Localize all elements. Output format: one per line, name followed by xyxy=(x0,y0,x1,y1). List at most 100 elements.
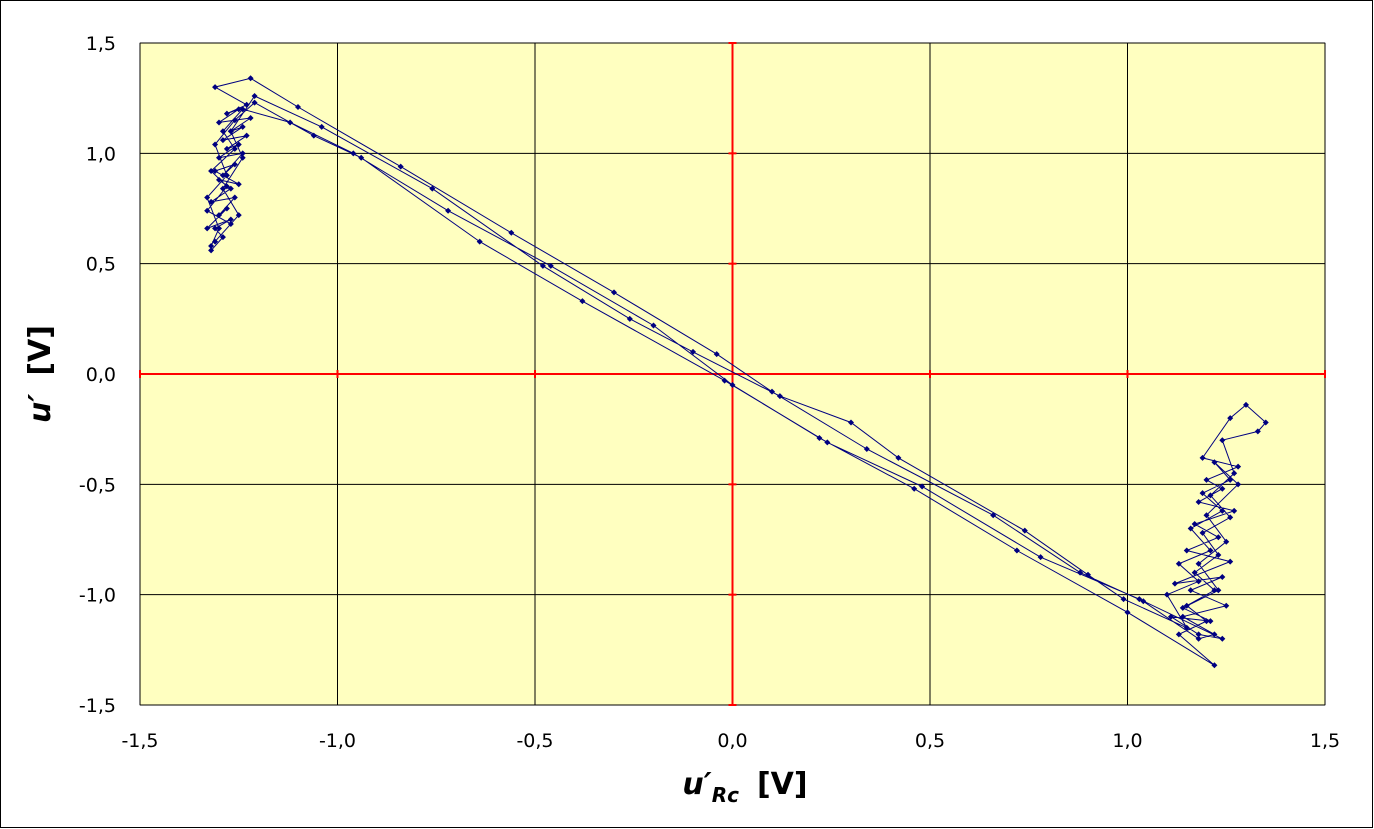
data-point xyxy=(212,167,219,174)
data-point xyxy=(429,185,436,192)
data-point xyxy=(219,172,226,179)
data-point xyxy=(1227,415,1234,422)
data-point xyxy=(1211,459,1218,466)
data-point xyxy=(445,207,452,214)
data-point xyxy=(1195,631,1202,638)
data-point xyxy=(1207,618,1214,625)
data-point xyxy=(216,154,222,161)
data-point xyxy=(776,393,783,400)
data-point xyxy=(1175,631,1182,638)
data-point xyxy=(1207,547,1214,554)
y-label-main: u′ xyxy=(23,394,58,423)
data-point xyxy=(310,132,317,139)
data-point xyxy=(212,238,219,245)
data-point xyxy=(1167,613,1174,620)
data-point xyxy=(1195,635,1202,642)
y-tick-label: 1,0 xyxy=(86,143,116,165)
y-tick-label: 0,0 xyxy=(86,364,116,386)
data-point xyxy=(650,322,657,329)
data-point xyxy=(1013,547,1020,554)
data-point xyxy=(223,172,230,179)
y-tick-label: 1,5 xyxy=(86,33,116,55)
data-point xyxy=(1235,481,1242,488)
data-point xyxy=(1195,498,1202,505)
data-point xyxy=(247,75,254,82)
y-tick-label: 0,5 xyxy=(86,254,116,276)
data-point xyxy=(216,225,222,232)
y-tick-label: -1,0 xyxy=(79,585,116,607)
data-point xyxy=(251,99,258,106)
data-point xyxy=(212,84,219,91)
x-tick-label: -1,0 xyxy=(319,730,356,752)
data-point xyxy=(235,212,242,219)
data-point xyxy=(1191,569,1198,576)
data-point xyxy=(223,145,230,152)
data-point xyxy=(1175,560,1182,567)
data-point xyxy=(1227,558,1234,565)
data-point xyxy=(895,454,902,461)
data-point xyxy=(318,123,325,130)
data-point xyxy=(227,216,234,223)
x-tick-label: -1,5 xyxy=(121,730,158,752)
data-point xyxy=(1140,598,1147,605)
data-point xyxy=(1243,401,1249,408)
data-point xyxy=(227,185,234,192)
data-point xyxy=(1203,618,1210,625)
data-point xyxy=(397,163,404,170)
data-point xyxy=(219,185,226,192)
data-point xyxy=(713,351,720,358)
data-point xyxy=(243,132,250,139)
x-label-sub: Rc xyxy=(712,783,739,807)
data-point xyxy=(247,115,254,122)
data-point xyxy=(231,117,238,124)
data-point xyxy=(863,446,870,453)
data-point xyxy=(721,377,728,384)
data-point xyxy=(1199,529,1206,536)
data-point xyxy=(816,434,823,441)
y-tick-label: -0,5 xyxy=(79,474,116,496)
data-point xyxy=(1183,624,1190,631)
data-point xyxy=(476,238,483,245)
data-point xyxy=(223,183,230,190)
data-point xyxy=(231,145,238,152)
data-point xyxy=(251,92,258,99)
data-point xyxy=(235,181,242,188)
data-point xyxy=(1219,574,1226,581)
data-point xyxy=(1215,587,1222,594)
data-point xyxy=(295,103,301,110)
data-point xyxy=(1037,554,1044,561)
data-point xyxy=(611,289,617,296)
data-point xyxy=(1219,635,1226,642)
data-point xyxy=(1207,492,1214,499)
data-point xyxy=(729,382,736,389)
data-point xyxy=(231,161,238,168)
data-point xyxy=(239,154,246,161)
plot-area xyxy=(139,42,1326,706)
data-point xyxy=(204,207,211,214)
y-axis-label: u′ [V] xyxy=(23,325,58,423)
data-point xyxy=(1199,454,1206,461)
data-point xyxy=(216,176,222,183)
data-point xyxy=(1195,578,1202,585)
y-tick-label: -1,5 xyxy=(79,695,116,717)
data-point xyxy=(1223,538,1230,545)
data-point xyxy=(1077,569,1084,576)
data-point xyxy=(824,439,831,446)
data-point xyxy=(1227,514,1234,521)
data-point xyxy=(208,167,215,174)
data-point xyxy=(1191,521,1198,528)
data-point xyxy=(1179,613,1186,620)
data-point xyxy=(1136,596,1143,603)
data-point xyxy=(287,119,294,126)
data-point xyxy=(626,315,633,322)
data-point xyxy=(539,262,546,269)
x-label-main: u′ xyxy=(682,767,711,802)
data-point xyxy=(1120,596,1127,603)
data-point xyxy=(239,123,246,130)
data-point xyxy=(769,388,775,395)
x-tick-label: 1,0 xyxy=(1112,730,1142,752)
data-point xyxy=(919,483,926,490)
data-point xyxy=(212,225,219,232)
y-label-unit: [V] xyxy=(23,325,58,376)
